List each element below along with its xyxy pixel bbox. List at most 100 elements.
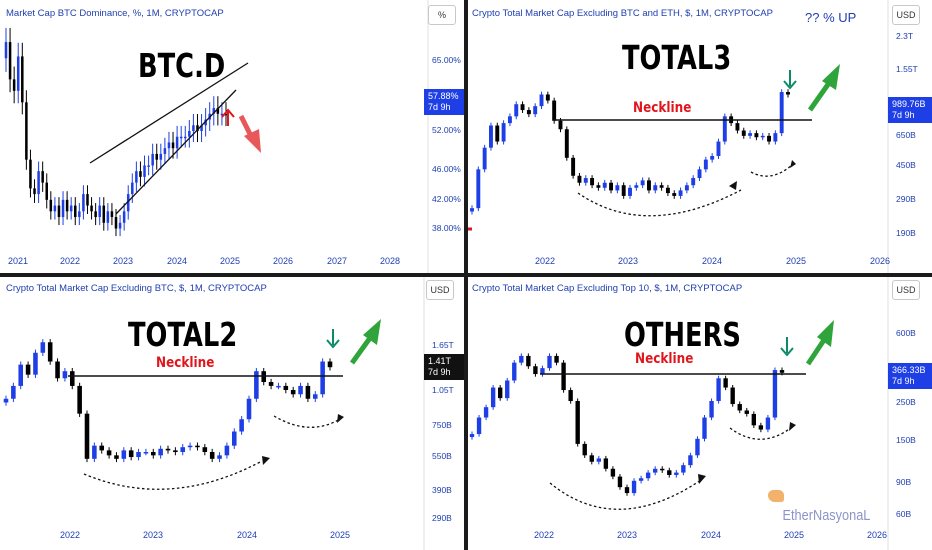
panel-total2: Crypto Total Market Cap Excluding BTC, $… <box>0 275 466 550</box>
candle-body <box>126 194 130 212</box>
candle-body <box>590 178 595 186</box>
candle-body <box>53 205 57 212</box>
cup-curve-arrowhead <box>262 456 270 465</box>
candle-body <box>561 362 566 391</box>
currency-unit-button[interactable]: USD <box>892 280 920 300</box>
red-up-arrow-icon <box>221 108 235 126</box>
candle-body <box>45 182 49 200</box>
btcd-candles <box>4 27 228 237</box>
y-tick: 390B <box>432 485 452 495</box>
candle-body <box>526 110 531 115</box>
candle-body <box>276 385 281 388</box>
candle-body <box>122 211 126 223</box>
candle-body <box>540 368 545 375</box>
candle-body <box>84 413 90 459</box>
candle-body <box>216 108 220 114</box>
y-tick: 290B <box>432 513 452 523</box>
candle-body <box>312 394 318 399</box>
candle-body <box>469 434 475 438</box>
candle-body <box>751 413 757 426</box>
currency-unit-button[interactable]: USD <box>426 280 454 300</box>
candle-body <box>730 387 735 405</box>
candle-body <box>564 129 569 158</box>
y-tick: 60B <box>896 509 912 519</box>
candle-body <box>21 56 24 103</box>
candle-body <box>121 450 127 459</box>
candle-body <box>652 468 658 473</box>
candle-body <box>200 125 203 131</box>
neckline-label: Neckline <box>156 355 215 371</box>
candle-body <box>192 125 195 131</box>
candle-body <box>505 380 510 399</box>
candle-body <box>320 361 325 395</box>
x-tick: 2025 <box>220 256 241 266</box>
candle-body <box>647 180 651 191</box>
candle-body <box>195 445 200 448</box>
candle-body <box>139 171 142 177</box>
candle-body <box>128 450 134 458</box>
candle-body <box>617 476 623 488</box>
candle-body <box>217 455 222 459</box>
candle-body <box>772 370 778 418</box>
candle-body <box>212 108 216 114</box>
candle-body <box>55 361 60 379</box>
red-down-arrow-icon <box>238 114 261 153</box>
last-price-label: 1.41T 7d 9h <box>424 354 466 380</box>
candle-body <box>583 178 588 183</box>
candle-body <box>305 385 311 399</box>
cup-curve-arrowhead <box>698 474 706 484</box>
candle-body <box>231 431 237 446</box>
x-tick: 2022 <box>60 256 81 266</box>
last-price-label: 989.76B 7d 9h <box>888 97 932 123</box>
candle-body <box>143 452 149 454</box>
y-tick: 1.05T <box>432 385 454 395</box>
candle-body <box>596 185 601 188</box>
currency-unit-button[interactable]: USD <box>892 5 920 25</box>
y-tick: 2.3T <box>896 31 914 41</box>
candle-body <box>723 378 728 388</box>
currency-unit-button[interactable]: % <box>428 5 456 25</box>
teal-down-arrow-icon <box>326 329 340 349</box>
candle-body <box>547 355 552 369</box>
handle-curve <box>750 164 793 177</box>
candle-body <box>659 185 664 188</box>
candle-body <box>78 211 81 218</box>
x-tick: 2024 <box>167 256 188 266</box>
y-tick: 600B <box>896 328 916 338</box>
neckline-label: Neckline <box>635 351 694 367</box>
candle-body <box>779 92 784 134</box>
candle-body <box>29 159 32 189</box>
vertical-divider <box>464 0 468 550</box>
candle-body <box>239 419 244 432</box>
candle-body <box>204 119 207 126</box>
bar-countdown: 7d 9h <box>892 110 915 120</box>
handle-curve-arrowhead <box>789 422 796 431</box>
x-tick: 2025 <box>330 530 351 540</box>
candle-body <box>33 352 38 375</box>
y-tick: 650B <box>896 130 916 140</box>
candle-body <box>490 387 496 408</box>
candle-body <box>131 182 134 195</box>
chart-annotation: BTC.D <box>138 46 226 85</box>
candle-body <box>99 445 105 451</box>
candle-body <box>25 102 28 160</box>
candle-body <box>758 425 764 430</box>
candle-body <box>69 205 73 212</box>
y-tick: 42.00% <box>432 194 461 204</box>
x-tick: 2028 <box>380 256 401 266</box>
x-tick: 2026 <box>867 530 888 540</box>
candle-body <box>33 188 36 195</box>
candle-body <box>552 100 557 121</box>
cup-curve <box>549 479 702 510</box>
percent-up-note: ?? % UP <box>805 10 857 25</box>
candle-body <box>40 342 46 353</box>
candle-body <box>92 445 97 459</box>
candle-body <box>744 410 749 414</box>
candle-body <box>155 153 159 160</box>
candle-body <box>268 382 274 386</box>
cup-curve <box>577 189 742 217</box>
candle-body <box>61 199 65 218</box>
candle-body <box>165 448 171 451</box>
candle-body <box>716 378 721 402</box>
candle-body <box>18 364 24 386</box>
